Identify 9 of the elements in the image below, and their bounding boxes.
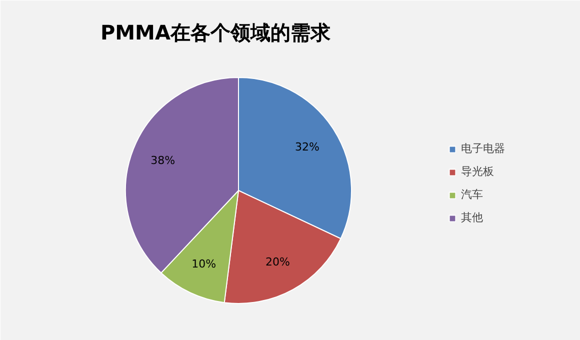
legend-label: 电子电器 <box>461 141 505 156</box>
legend-label: 汽车 <box>461 187 483 202</box>
chart-title: PMMA在各个领域的需求 <box>100 20 332 44</box>
legend-label: 导光板 <box>461 164 494 179</box>
legend-label: 其他 <box>461 210 483 225</box>
data-label: 10% <box>192 258 216 271</box>
data-label: 38% <box>150 154 176 168</box>
data-label: 20% <box>265 255 290 268</box>
data-label: 32% <box>294 140 320 154</box>
